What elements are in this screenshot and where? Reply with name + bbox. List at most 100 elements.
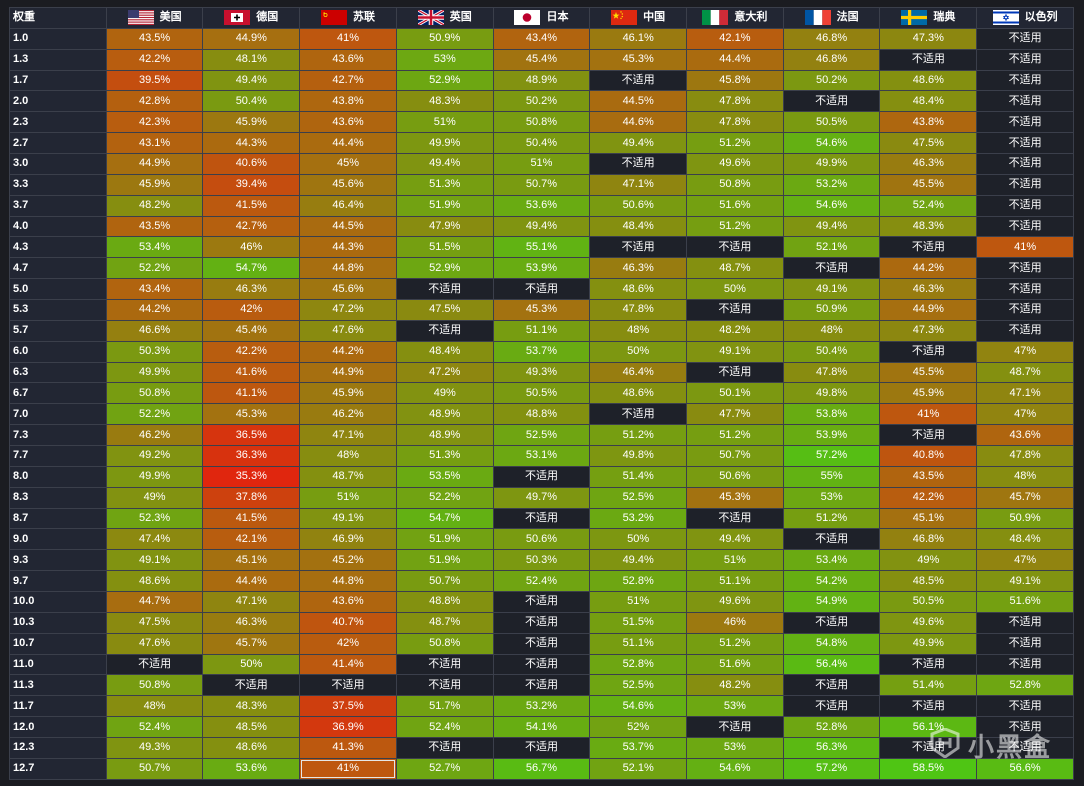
heatmap-cell: 49.2% [106,445,203,466]
heatmap-cell-na: 不适用 [977,49,1073,70]
heatmap-cell: 50.7% [687,445,783,466]
heatmap-cell-na: 不适用 [977,612,1073,633]
heatmap-cell: 44.8% [300,571,396,591]
heatmap-cell: 51% [687,550,783,571]
heatmap-cell: 36.5% [203,425,300,445]
heatmap-cell: 52.8% [590,654,687,675]
heatmap-cell: 42.7% [203,216,300,237]
heatmap-cell: 51% [396,112,493,133]
heatmap-cell: 51% [493,153,590,174]
heatmap-cell: 51.2% [687,216,783,237]
heatmap-cell: 53.6% [493,195,590,216]
heatmap-cell: 52.9% [396,258,493,279]
row-header-weight: 12.7 [10,758,106,779]
heatmap-cell: 44.3% [300,237,396,258]
heatmap-cell: 47.8% [977,445,1073,466]
heatmap-cell: 49.6% [880,612,977,633]
heatmap-cell-na: 不适用 [396,654,493,675]
heatmap-cell: 49.9% [396,133,493,153]
table-row: 5.7 46.6% 45.4% 47.6% 不适用 51.1% 48% 48.2% 48% 47.… [10,320,1073,341]
heatmap-cell: 41.6% [203,362,300,383]
column-header-label: 美国 [159,11,182,24]
heatmap-cell-na: 不适用 [880,696,977,717]
heatmap-cell: 57.2% [783,445,880,466]
heatmap-cell: 46.2% [106,425,203,445]
heatmap-cell: 45.7% [203,633,300,654]
heatmap-cell: 52.9% [396,70,493,91]
heatmap-cell: 51.3% [396,445,493,466]
heatmap-cell: 53.2% [493,696,590,717]
heatmap-cell: 54.6% [783,195,880,216]
heatmap-cell: 48.7% [977,362,1073,383]
heatmap-cell: 49.6% [687,592,783,612]
table-row: 8.3 49% 37.8% 51% 52.2% 49.7% 52.5% 45.3% 53% 42.… [10,487,1073,508]
heatmap-cell: 47.8% [590,299,687,320]
heatmap-cell: 52.3% [106,508,203,529]
heatmap-cell: 48.6% [106,571,203,591]
heatmap-cell: 53% [687,738,783,758]
table-row: 11.3 50.8% 不适用 不适用 不适用 不适用 52.5% 48.2% 不适用 51.4% 5… [10,675,1073,696]
heatmap-cell: 49.3% [493,362,590,383]
heatmap-cell: 48.9% [396,425,493,445]
heatmap-cell: 47.1% [590,174,687,195]
heatmap-cell: 51% [590,592,687,612]
table-row: 2.7 43.1% 44.3% 44.4% 49.9% 50.4% 49.4% 51.2% 54… [10,133,1073,153]
heatmap-cell: 43.5% [880,466,977,487]
heatmap-cell-na: 不适用 [880,341,977,362]
column-header-label: 中国 [643,11,666,24]
heatmap-cell-na: 不适用 [590,237,687,258]
heatmap-cell: 44.2% [106,299,203,320]
heatmap-cell: 41% [977,237,1073,258]
heatmap-cell: 45.3% [203,404,300,425]
heatmap-cell: 51.1% [493,320,590,341]
heatmap-cell: 47.8% [687,91,783,112]
table-row: 6.3 49.9% 41.6% 44.9% 47.2% 49.3% 46.4% 不适用 47.8… [10,362,1073,383]
row-header-weight: 3.3 [10,174,106,195]
heatmap-cell: 48.7% [687,258,783,279]
heatmap-cell: 49.4% [687,529,783,550]
table-row: 9.0 47.4% 42.1% 46.9% 51.9% 50.6% 50% 49.4% 不适用 4… [10,529,1073,550]
heatmap-cell: 49.6% [687,153,783,174]
heatmap-cell: 51.2% [687,633,783,654]
heatmap-cell-na: 不适用 [880,654,977,675]
row-header-weight: 10.7 [10,633,106,654]
heatmap-cell: 51.9% [396,195,493,216]
heatmap-cell-na: 不适用 [493,675,590,696]
heatmap-cell: 36.9% [300,717,396,738]
heatmap-cell: 53% [396,49,493,70]
heatmap-cell: 47% [977,341,1073,362]
heatmap-cell: 51.3% [396,174,493,195]
heatmap-cell: 43.6% [300,49,396,70]
heatmap-cell-na: 不适用 [687,717,783,738]
heatmap-cell: 43.6% [977,425,1073,445]
row-header-weight: 1.0 [10,28,106,49]
heatmap-cell: 46.8% [783,28,880,49]
table-row: 12.3 49.3% 48.6% 41.3% 不适用 不适用 53.7% 53% 56.3% 不适… [10,738,1073,758]
table-row: 1.7 39.5% 49.4% 42.7% 52.9% 48.9% 不适用 45.8% 50.2… [10,70,1073,91]
heatmap-cell: 48.2% [106,195,203,216]
heatmap-cell: 43.8% [300,91,396,112]
heatmap-cell: 52.1% [590,758,687,779]
row-header-weight: 6.7 [10,383,106,404]
heatmap-cell: 50.7% [493,174,590,195]
uk-flag-icon [417,10,444,26]
column-header: 意大利 [687,8,783,28]
watermark: 小黑盒 [928,727,1052,764]
heatmap-cell: 49.7% [493,487,590,508]
heatmap-cell: 49.4% [493,216,590,237]
heatmap-cell: 49.1% [977,571,1073,591]
table-row: 11.7 48% 48.3% 37.5% 51.7% 53.2% 54.6% 53% 不适用 不适… [10,696,1073,717]
table-row: 3.7 48.2% 41.5% 46.4% 51.9% 53.6% 50.6% 51.6% 54… [10,195,1073,216]
heatmap-cell: 48.3% [396,91,493,112]
heatmap-cell-na: 不适用 [493,279,590,299]
heatmap-cell: 47.8% [783,362,880,383]
heatmap-cell: 47.1% [203,592,300,612]
heatmap-cell: 49.8% [783,383,880,404]
heatmap-cell: 43.4% [493,28,590,49]
heatmap-cell: 50.2% [783,70,880,91]
column-header-label: 以色列 [1024,11,1058,24]
heatmap-cell: 47.1% [977,383,1073,404]
heatmap-cell: 54.2% [783,571,880,591]
heatmap-cell: 43.4% [106,279,203,299]
heatmap-cell: 44.2% [880,258,977,279]
